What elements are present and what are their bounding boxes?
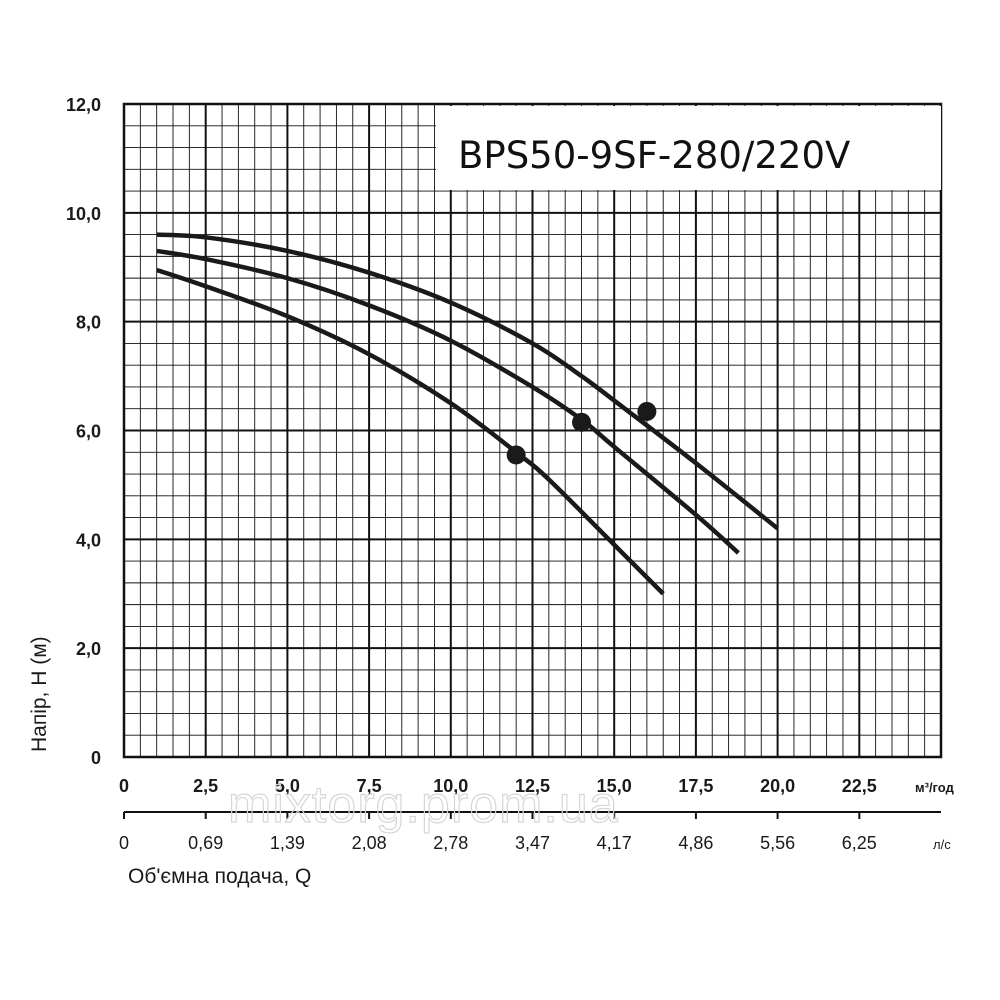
y-tick-label: 6,0 [76, 422, 101, 442]
x2-tick-label: 0 [119, 833, 129, 853]
curve-3 [155, 267, 665, 596]
curve-1-marker [637, 401, 657, 421]
x2-tick-label: 5,56 [760, 833, 795, 853]
x2-tick-label: 2,78 [433, 833, 468, 853]
x2-axis-ticks: 0 0,69 1,39 2,08 2,78 3,47 4,17 4,86 5,56 6,25 [119, 811, 941, 853]
x2-tick-label: 6,25 [842, 833, 877, 853]
y-tick-label: 0 [91, 748, 101, 768]
y-axis-label: Напір, Н (м) [28, 636, 51, 752]
x-tick-label: 20,0 [760, 776, 795, 796]
y-axis-ticks: 0 2,0 4,0 6,0 8,0 10,0 12,0 [66, 95, 101, 768]
curves [155, 232, 780, 596]
x-tick-label: 5,0 [275, 776, 300, 796]
x2-tick-label: 2,08 [352, 833, 387, 853]
x-tick-label: 10,0 [433, 776, 468, 796]
watermark: mixtorg.prom.ua [228, 776, 619, 834]
x-tick-label: 17,5 [678, 776, 713, 796]
grid [122, 102, 943, 759]
x-tick-label: 22,5 [842, 776, 877, 796]
x2-tick-label: 4,17 [597, 833, 632, 853]
x-axis-unit: м³/год [915, 780, 955, 795]
y-tick-label: 10,0 [66, 204, 101, 224]
x-tick-label: 12,5 [515, 776, 550, 796]
plot-frame [122, 102, 943, 759]
x2-tick-label: 4,86 [678, 833, 713, 853]
title-background [436, 106, 941, 190]
y-tick-label: 4,0 [76, 530, 101, 550]
curve-2-marker [572, 412, 592, 432]
y-tick-label: 8,0 [76, 313, 101, 333]
y-tick-label: 12,0 [66, 95, 101, 115]
x2-tick-label: 3,47 [515, 833, 550, 853]
curve-1 [156, 232, 780, 531]
x-axis-ticks: 0 2,5 5,0 7,5 10,0 12,5 15,0 17,5 20,0 22,5 [119, 776, 877, 796]
x-axis-label: Об'ємна подача, Q [128, 865, 311, 888]
y-tick-label: 2,0 [76, 639, 101, 659]
x-tick-label: 15,0 [597, 776, 632, 796]
x-tick-label: 0 [119, 776, 129, 796]
chart-title: BPS50-9SF-280/220V [458, 134, 850, 177]
chart-title-box: BPS50-9SF-280/220V [436, 106, 941, 190]
curve-3-marker [506, 445, 526, 465]
curve-2 [156, 248, 740, 555]
x2-axis-unit: л/с [933, 837, 951, 852]
x-tick-label: 7,5 [357, 776, 382, 796]
x2-tick-label: 0,69 [188, 833, 223, 853]
x-tick-label: 2,5 [193, 776, 218, 796]
x2-tick-label: 1,39 [270, 833, 305, 853]
